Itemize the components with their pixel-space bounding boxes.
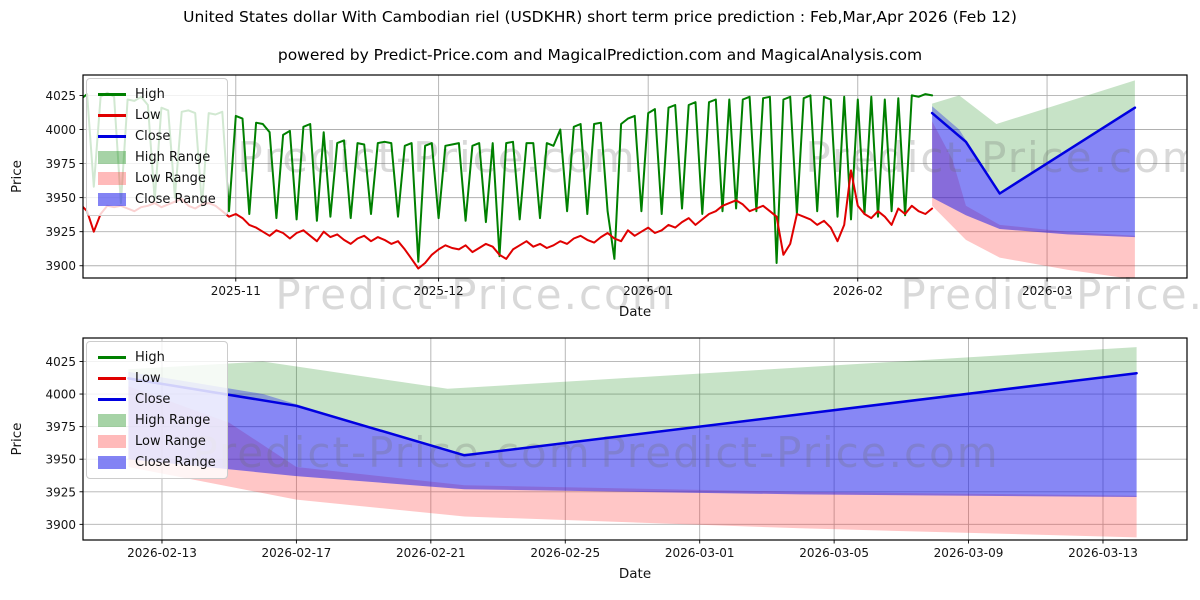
legend-label: Close Range [135, 455, 216, 470]
watermark-text: Predict-Price.com [192, 428, 591, 477]
y-tick-label: 4025 [45, 355, 76, 369]
legend-item-close-range: Close Range [98, 455, 216, 470]
y-tick-label: 4000 [45, 123, 76, 137]
legend-item-high: High [98, 87, 216, 102]
y-tick-label: 3975 [45, 157, 76, 171]
low-range-band [932, 121, 1135, 278]
chart-subtitle: powered by Predict-Price.com and Magical… [277, 46, 923, 64]
y-tick-label: 4000 [45, 388, 76, 402]
low-range-band [128, 386, 1137, 538]
legend-label: Low [135, 371, 161, 386]
y-tick-label: 3925 [45, 485, 76, 499]
watermark-text: Predict-Price.com [600, 428, 999, 477]
legend-patch-swatch [98, 414, 126, 427]
legend-label: High Range [135, 413, 211, 428]
watermark-text: Predict-Price.com [237, 133, 636, 182]
legend-item-close: Close [98, 392, 216, 407]
legend-label: Low Range [135, 434, 206, 449]
legend-label: Close [135, 129, 171, 144]
legend-line-swatch [98, 114, 126, 117]
legend-item-low: Low [98, 371, 216, 386]
legend-label: High Range [135, 150, 211, 165]
legend-line-swatch [98, 356, 126, 359]
x-tick-label: 2026-03-09 [934, 546, 1004, 560]
x-tick-label: 2026-03 [1022, 284, 1072, 298]
legend-line-swatch [98, 377, 126, 380]
x-tick-label: 2026-02 [833, 284, 883, 298]
high-range-band [128, 347, 1137, 456]
legend-patch-swatch [98, 456, 126, 469]
y-tick-label: 3900 [45, 518, 76, 532]
legend-label: High [135, 87, 165, 102]
chart-title: United States dollar With Cambodian riel… [183, 8, 1017, 26]
x-axis-label: Date [619, 566, 651, 582]
close-range-upper-wedge [932, 106, 1000, 194]
legend-line-swatch [98, 135, 126, 138]
x-tick-label: 2026-02-25 [530, 546, 600, 560]
close-line [930, 106, 1137, 195]
y-tick-label: 3950 [45, 453, 76, 467]
legend-label: High [135, 350, 165, 365]
legend-patch-swatch [98, 435, 126, 448]
x-tick-label: 2026-03-05 [799, 546, 869, 560]
y-tick-label: 3975 [45, 420, 76, 434]
legend-item-low-range: Low Range [98, 171, 216, 186]
x-tick-label: 2026-02-21 [396, 546, 466, 560]
high-range-band [932, 80, 1135, 194]
legend-line-swatch [98, 398, 126, 401]
y-tick-label: 4025 [45, 89, 76, 103]
legend-item-high-range: High Range [98, 150, 216, 165]
x-tick-label: 2026-02-13 [127, 546, 197, 560]
x-tick-label: 2025-11 [211, 284, 261, 298]
y-axis-label: Price [9, 423, 25, 456]
plot-frame [82, 337, 1188, 541]
legend-bottom-chart: High Low Close High Range Low Range Close Ran… [86, 341, 228, 479]
legend-line-swatch [98, 93, 126, 96]
x-tick-label: 2026-03-13 [1068, 546, 1138, 560]
x-axis-label: Date [619, 304, 651, 320]
legend-label: Close Range [135, 192, 216, 207]
legend-label: Low Range [135, 171, 206, 186]
x-tick-label: 2026-01 [623, 284, 673, 298]
y-axis-label: Price [9, 160, 25, 193]
x-tick-label: 2025-12 [414, 284, 464, 298]
legend-item-high-range: High Range [98, 413, 216, 428]
x-tick-label: 2026-03-01 [665, 546, 735, 560]
plot-frame [82, 74, 1188, 279]
legend-item-low: Low [98, 108, 216, 123]
legend-patch-swatch [98, 151, 126, 164]
legend-label: Low [135, 108, 161, 123]
x-tick-label: 2026-02-17 [262, 546, 332, 560]
legend-item-high: High [98, 350, 216, 365]
legend-item-low-range: Low Range [98, 434, 216, 449]
legend-item-close-range: Close Range [98, 192, 216, 207]
y-tick-label: 3950 [45, 191, 76, 205]
legend-patch-swatch [98, 193, 126, 206]
legend-top-chart: High Low Close High Range Low Range Close Ran… [86, 78, 228, 216]
legend-label: Close [135, 392, 171, 407]
legend-patch-swatch [98, 172, 126, 185]
y-tick-label: 3925 [45, 225, 76, 239]
y-tick-label: 3900 [45, 259, 76, 273]
legend-item-close: Close [98, 129, 216, 144]
